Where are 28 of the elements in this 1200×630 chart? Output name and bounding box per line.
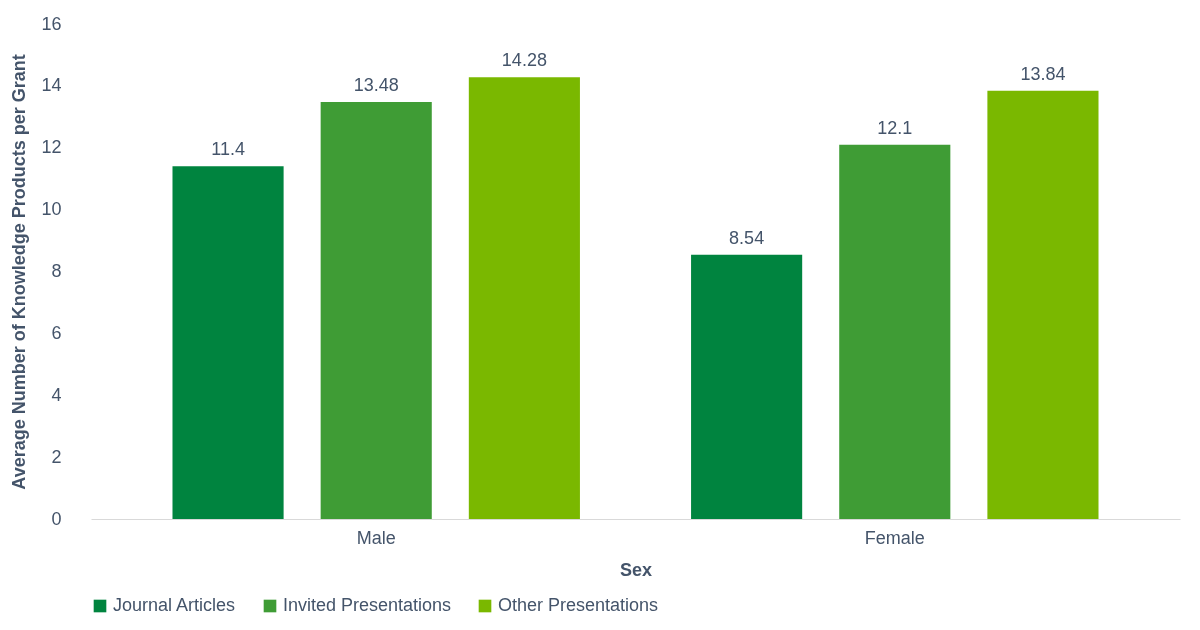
x-tick-label: Male xyxy=(356,527,396,548)
legend-label: Invited Presentations xyxy=(283,595,452,615)
y-tick-label: 14 xyxy=(41,75,62,96)
y-tick-label: 2 xyxy=(51,446,62,467)
data-label: 13.48 xyxy=(353,74,399,95)
y-tick-label: 6 xyxy=(51,322,62,343)
bar xyxy=(839,144,951,519)
data-label: 13.84 xyxy=(1020,63,1066,84)
y-tick-label: 0 xyxy=(51,508,62,529)
data-label: 14.28 xyxy=(501,50,547,71)
bar xyxy=(320,101,432,519)
data-label: 8.54 xyxy=(729,227,765,248)
y-tick-label: 8 xyxy=(51,261,62,281)
data-label: 12.1 xyxy=(877,117,913,138)
y-tick-label: 16 xyxy=(41,13,62,34)
bar xyxy=(468,77,580,519)
legend-label: Journal Articles xyxy=(113,595,236,615)
bar xyxy=(987,90,1099,519)
y-axis-title: Average Number of Knowledge Products per Grant xyxy=(9,54,30,490)
legend-label: Other Presentations xyxy=(498,595,659,615)
bar xyxy=(691,254,803,519)
bar xyxy=(172,166,284,519)
y-tick-label: 12 xyxy=(41,137,62,158)
x-tick-label: Female xyxy=(864,527,925,548)
y-tick-label: 10 xyxy=(41,199,62,220)
x-axis-title: Sex xyxy=(619,559,653,580)
y-tick-label: 4 xyxy=(51,384,62,405)
data-label: 11.4 xyxy=(211,139,245,160)
